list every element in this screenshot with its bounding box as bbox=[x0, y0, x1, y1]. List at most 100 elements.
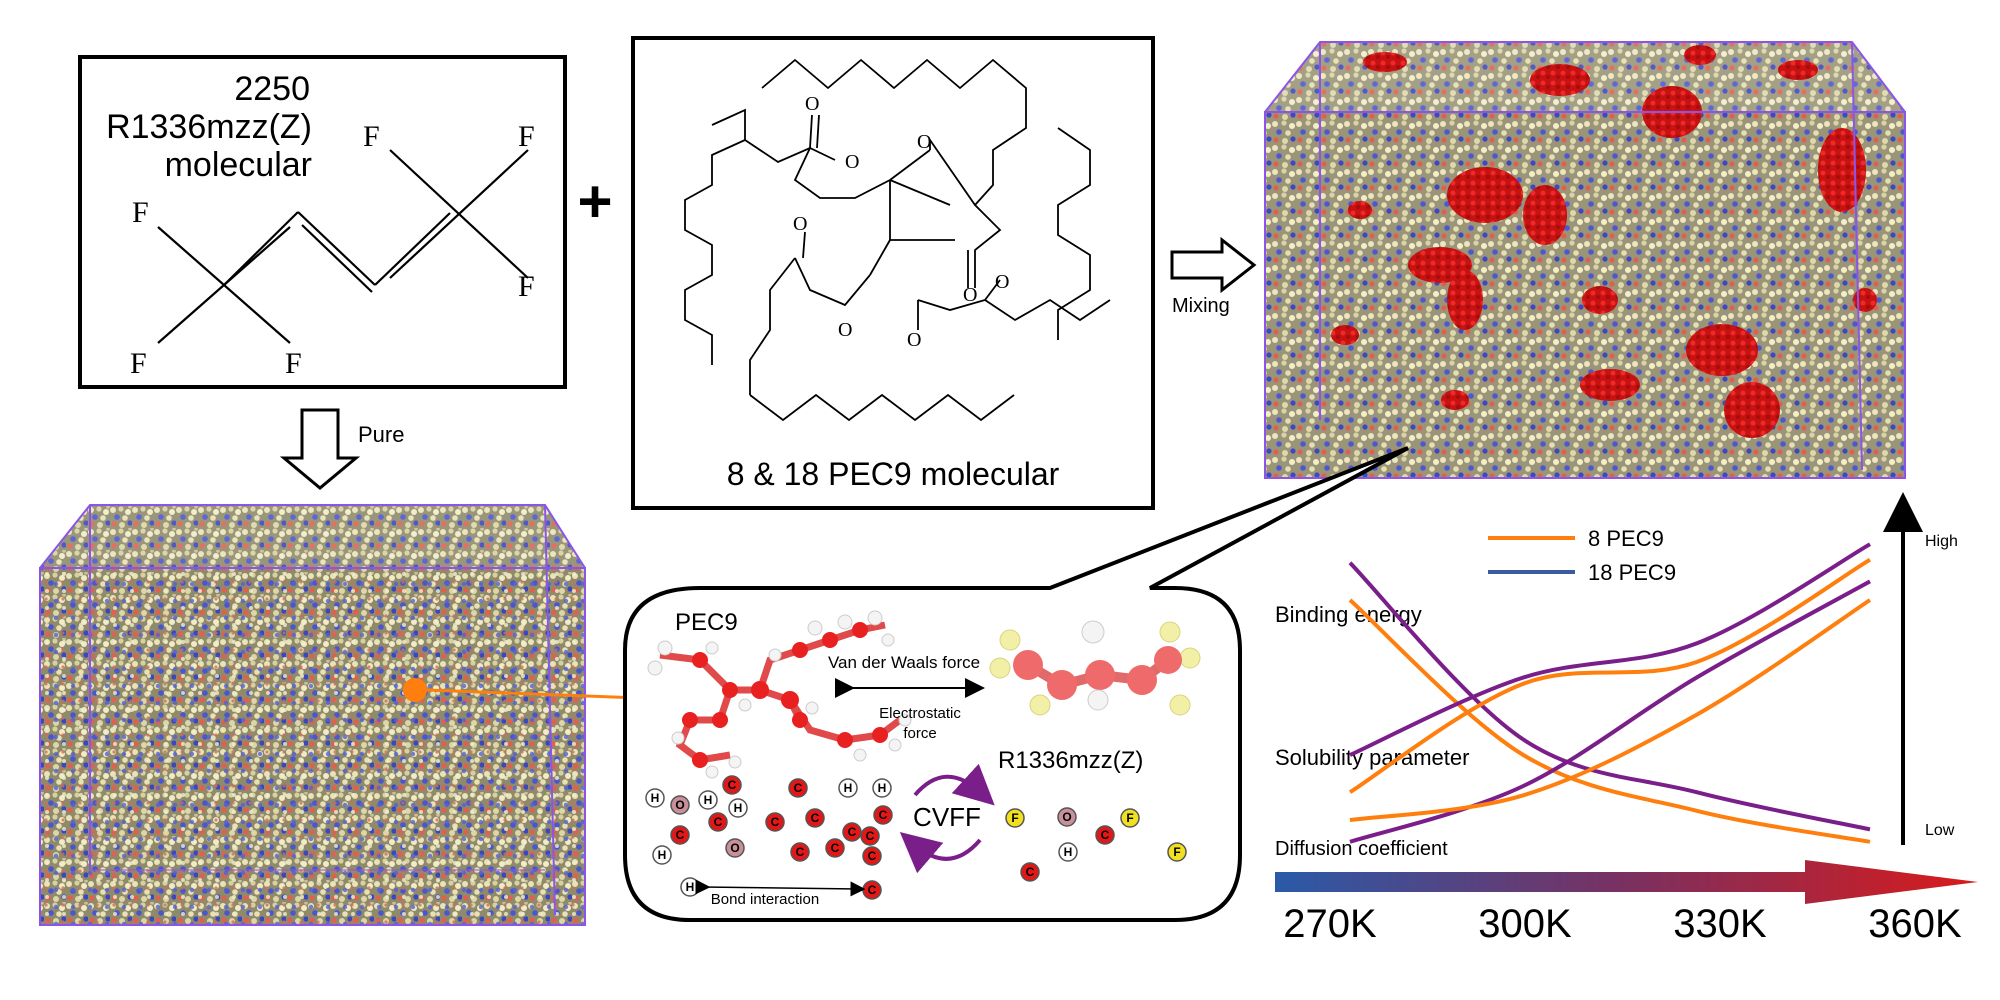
series-line-3 bbox=[1348, 557, 1872, 794]
series-line-2 bbox=[1349, 542, 1871, 757]
r1336-unit: molecular bbox=[165, 146, 312, 184]
carbon-atom: C bbox=[873, 805, 893, 825]
mixing-label: Mixing bbox=[1172, 295, 1230, 317]
svg-text:C: C bbox=[831, 841, 840, 855]
oxygen-atom: O bbox=[1057, 807, 1077, 827]
series-line-0 bbox=[1348, 561, 1871, 832]
svg-text:C: C bbox=[879, 808, 888, 822]
series-line-1 bbox=[1348, 598, 1871, 844]
svg-text:C: C bbox=[794, 781, 803, 795]
oxygen-atom-label: O bbox=[917, 131, 931, 153]
carbon-atom: C bbox=[868, 883, 877, 897]
oxygen-atom-label: O bbox=[838, 319, 852, 341]
r1336-name: R1336mzz(Z) bbox=[106, 108, 312, 146]
r1336-zoom-label: R1336mzz(Z) bbox=[998, 747, 1143, 774]
legend-label-8-pec9: 8 PEC9 bbox=[1588, 526, 1664, 551]
hydrogen-atom: H bbox=[645, 788, 665, 808]
y-axis-high-label: High bbox=[1925, 533, 1958, 550]
r1336-skeletal-structure bbox=[157, 149, 529, 344]
trend-chart: 8 PEC9 18 PEC9 Binding energy Solubility… bbox=[1275, 492, 1978, 946]
carbon-atom: C bbox=[862, 846, 882, 866]
pec9-3d-model bbox=[647, 610, 912, 779]
bond-interaction: H C Bond interaction bbox=[680, 877, 882, 908]
svg-text:C: C bbox=[1101, 828, 1110, 842]
carbon-atom: C bbox=[805, 808, 825, 828]
pure-box-top bbox=[40, 505, 585, 568]
oxygen-atom-label: O bbox=[963, 284, 977, 306]
hydrogen-atom: H bbox=[1058, 842, 1078, 862]
hydrogen-atom: H bbox=[838, 778, 858, 798]
fluorine-atom: F bbox=[1167, 842, 1187, 862]
oxygen-atom-label: O bbox=[845, 151, 859, 173]
r1336-box-frame bbox=[78, 55, 567, 389]
pure-label: Pure bbox=[358, 422, 404, 447]
svg-text:F: F bbox=[1173, 845, 1180, 859]
svg-text:H: H bbox=[651, 791, 660, 805]
fluorine-atom-label: F bbox=[363, 120, 380, 153]
hydrogen-atom: H bbox=[698, 790, 718, 810]
pec9-skeletal-structure bbox=[684, 58, 1111, 422]
hydrogen-atom: H bbox=[872, 778, 892, 798]
pec9-molecule-panel: O O O O O O O O 8 & 18 PEC9 molecular bbox=[631, 36, 1155, 510]
series-line-4 bbox=[1349, 579, 1871, 844]
interaction-callout: PEC9 bbox=[623, 446, 1409, 922]
hydrogen-atom: H bbox=[728, 798, 748, 818]
selected-molecule-marker bbox=[403, 678, 427, 702]
svg-text:H: H bbox=[878, 781, 887, 795]
callout-bubble bbox=[623, 446, 1409, 922]
svg-text:F: F bbox=[1011, 811, 1018, 825]
bond-interaction-label: Bond interaction bbox=[711, 891, 819, 908]
svg-text:C: C bbox=[728, 778, 737, 792]
temperature-ticks: 270K 300K 330K 360K bbox=[1283, 902, 1962, 946]
pec9-zoom-label: PEC9 bbox=[675, 609, 738, 636]
temperature-tick-300K: 300K bbox=[1478, 902, 1572, 946]
svg-text:C: C bbox=[714, 815, 723, 829]
carbon-atom: C bbox=[842, 822, 862, 842]
carbon-atom: C bbox=[860, 826, 880, 846]
pure-arrow-shape bbox=[279, 408, 361, 490]
pec9-box-frame bbox=[631, 36, 1155, 510]
mixed-box-edges bbox=[1264, 41, 1906, 479]
fluorine-atom-label: F bbox=[518, 120, 535, 153]
solubility-parameter-label: Solubility parameter bbox=[1275, 745, 1469, 770]
pec9-caption: 8 & 18 PEC9 molecular bbox=[727, 456, 1060, 492]
carbon-atom: C bbox=[1095, 825, 1115, 845]
y-axis-low-label: Low bbox=[1925, 822, 1955, 839]
svg-text:F: F bbox=[1126, 811, 1133, 825]
fluorine-atom-label: F bbox=[285, 347, 302, 380]
fluorine-atom: F bbox=[1120, 808, 1140, 828]
mixing-arrow-shape bbox=[1170, 236, 1257, 294]
svg-text:C: C bbox=[771, 815, 780, 829]
svg-text:O: O bbox=[675, 798, 684, 812]
legend-label-18-pec9: 18 PEC9 bbox=[1588, 560, 1676, 585]
svg-text:C: C bbox=[796, 845, 805, 859]
hydrogen-atom: H bbox=[686, 880, 695, 894]
svg-text:C: C bbox=[1026, 865, 1035, 879]
electrostatic-label-line2: force bbox=[903, 725, 936, 742]
carbon-atom: C bbox=[1020, 862, 1040, 882]
svg-text:H: H bbox=[704, 793, 713, 807]
oxygen-atom: O bbox=[725, 838, 745, 858]
cvff-cycle-arrow-bottom bbox=[899, 831, 982, 874]
svg-text:C: C bbox=[676, 828, 685, 842]
r1336-3d-model bbox=[989, 620, 1201, 716]
pure-box-edges bbox=[39, 504, 586, 926]
carbon-atom: C bbox=[790, 842, 810, 862]
electrostatic-label-line1: Electrostatic bbox=[879, 705, 961, 722]
svg-text:O: O bbox=[730, 841, 739, 855]
binding-energy-label: Binding energy bbox=[1275, 602, 1422, 627]
oxygen-atom-label: O bbox=[793, 213, 807, 235]
r1336-fluorine-labels: F F F F F F bbox=[130, 120, 535, 380]
fluorine-atom-label: F bbox=[130, 347, 147, 380]
carbon-atom: C bbox=[708, 812, 728, 832]
plus-sign: + bbox=[577, 168, 612, 235]
cvff-label: CVFF bbox=[913, 802, 981, 832]
series-lines bbox=[1348, 542, 1872, 844]
r1336-atom-types: F O F C H F C bbox=[1005, 807, 1187, 882]
pec9-oxygen-labels: O O O O O O O O bbox=[793, 93, 1009, 351]
pure-arrow: Pure bbox=[279, 408, 404, 490]
oxygen-atom-label: O bbox=[805, 93, 819, 115]
svg-text:H: H bbox=[1064, 845, 1073, 859]
carbon-atom: C bbox=[825, 838, 845, 858]
